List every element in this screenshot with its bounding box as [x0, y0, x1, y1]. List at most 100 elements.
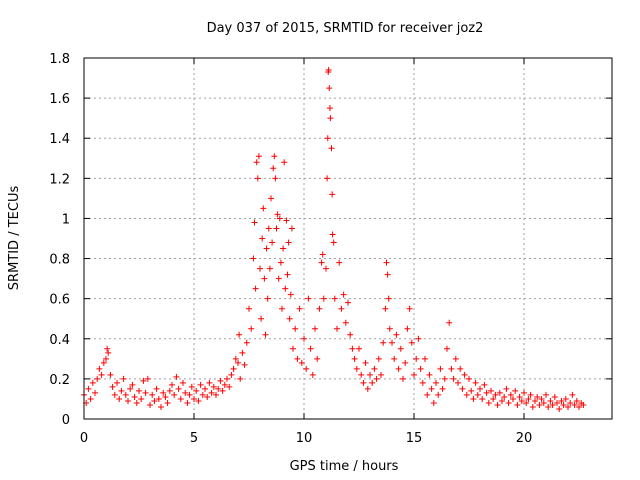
data-point [391, 355, 398, 362]
data-point [164, 399, 171, 406]
x-tick-label: 15 [406, 431, 423, 446]
data-point [545, 403, 552, 410]
data-point [338, 305, 345, 312]
data-point [111, 391, 118, 398]
data-point [288, 225, 295, 232]
data-point [490, 395, 497, 402]
data-point [193, 387, 200, 394]
data-point [217, 377, 224, 384]
data-point [151, 397, 158, 404]
data-point [116, 395, 123, 402]
data-point [85, 385, 92, 392]
data-point [280, 245, 287, 252]
data-point [210, 383, 217, 390]
data-point [534, 393, 541, 400]
y-tick-label: 0.6 [49, 293, 70, 308]
y-tick-label: 0.2 [49, 373, 70, 388]
data-point [402, 359, 409, 366]
data-point [389, 339, 395, 346]
data-point [296, 305, 303, 312]
data-point [255, 153, 262, 160]
data-point [549, 401, 556, 408]
data-point [142, 389, 149, 396]
data-point [261, 275, 268, 282]
data-point [305, 295, 312, 302]
data-point [320, 295, 327, 302]
data-point [499, 397, 505, 404]
data-point [309, 371, 316, 378]
data-point [204, 393, 211, 400]
data-point [160, 389, 167, 396]
data-point [340, 291, 347, 298]
data-point [303, 365, 310, 372]
y-tick-label: 1.8 [49, 52, 70, 67]
data-point [215, 385, 222, 392]
data-point [319, 251, 326, 258]
y-tick-label: 1 [62, 212, 70, 227]
data-point [260, 205, 267, 212]
data-point [503, 385, 510, 392]
data-point [232, 355, 239, 362]
data-point [277, 259, 284, 266]
data-point [510, 395, 516, 402]
data-point [547, 397, 554, 404]
data-point [87, 395, 94, 402]
data-point [567, 399, 574, 406]
data-point [175, 385, 182, 392]
data-point [144, 375, 151, 382]
data-point [276, 215, 283, 222]
data-point [433, 379, 439, 386]
data-point [385, 295, 392, 302]
data-point [287, 291, 294, 298]
data-point [373, 375, 380, 382]
data-point [532, 397, 538, 404]
data-point [382, 305, 389, 312]
data-point [477, 385, 483, 392]
data-point [362, 359, 369, 366]
data-point [120, 375, 127, 382]
data-point [98, 371, 105, 378]
data-point [92, 389, 98, 396]
data-point [166, 387, 173, 394]
data-point [345, 299, 351, 306]
data-point [271, 153, 278, 160]
data-point [323, 265, 329, 272]
data-point [393, 331, 400, 338]
data-point [131, 393, 138, 400]
data-point [312, 325, 318, 332]
data-point [514, 401, 521, 408]
data-point [347, 331, 354, 338]
data-point [171, 391, 178, 398]
data-point [444, 345, 450, 352]
data-point [461, 371, 468, 378]
data-point [565, 403, 571, 410]
data-point [94, 375, 101, 382]
data-point [136, 387, 142, 394]
data-point [560, 401, 567, 408]
data-point [326, 85, 333, 92]
data-point [329, 191, 336, 198]
y-tick-label: 0 [62, 413, 70, 428]
data-point [470, 395, 477, 402]
data-point [246, 305, 252, 312]
data-point [314, 355, 321, 362]
data-point [536, 401, 543, 408]
data-point [158, 403, 164, 410]
y-tick-label: 1.6 [49, 92, 70, 107]
data-point [466, 375, 472, 382]
data-point [472, 379, 479, 386]
data-point [525, 395, 532, 402]
data-point [422, 355, 428, 362]
y-tick-label: 0.8 [49, 253, 70, 268]
data-point [118, 387, 125, 394]
data-point [107, 371, 114, 378]
data-point [273, 225, 280, 232]
data-point [369, 379, 376, 386]
data-point [180, 379, 186, 386]
data-point [127, 385, 134, 392]
data-point [383, 259, 390, 266]
data-point [360, 379, 367, 386]
data-point [282, 285, 289, 292]
data-point [518, 397, 525, 404]
data-point [226, 383, 233, 390]
